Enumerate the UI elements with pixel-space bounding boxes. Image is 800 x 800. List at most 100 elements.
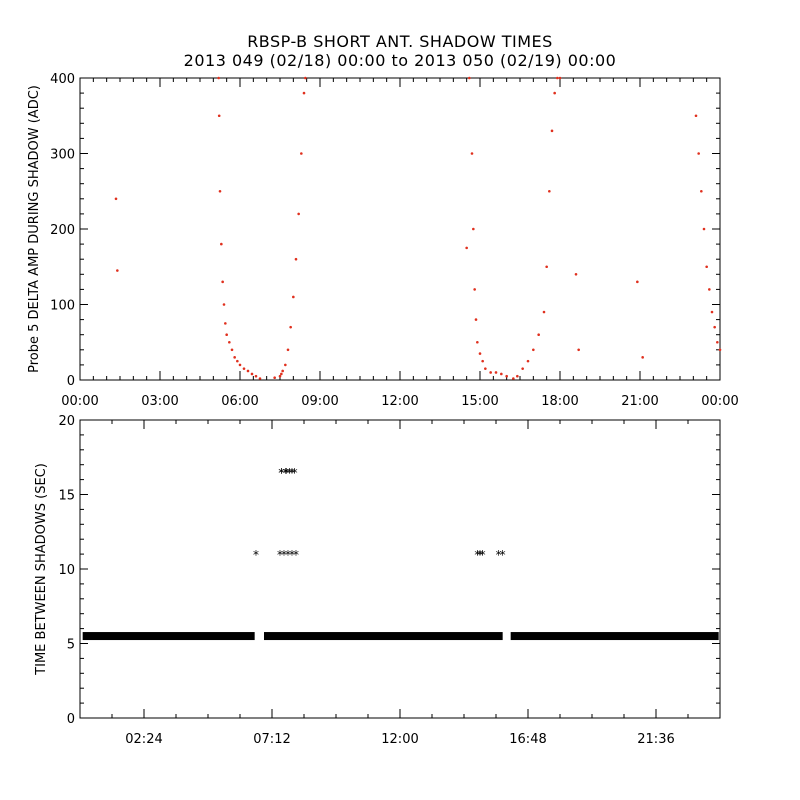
y-tick-label: 100 — [50, 299, 75, 314]
y-tick-label: 300 — [50, 148, 75, 163]
plot-frame — [79, 77, 721, 381]
data-point — [697, 152, 700, 155]
data-point — [716, 340, 719, 344]
data-point — [494, 371, 498, 374]
chart-subtitle: 2013 049 (02/18) 00:00 to 2013 050 (02/1… — [183, 51, 617, 70]
data-point: * — [284, 548, 291, 562]
data-point — [545, 265, 548, 269]
data-point — [468, 76, 471, 80]
y-tick-label: 400 — [50, 72, 75, 87]
data-point: * — [479, 548, 486, 562]
data-point: * — [286, 466, 293, 480]
data-point — [478, 352, 482, 355]
data-point — [230, 348, 234, 352]
data-point — [550, 129, 554, 133]
data-point — [636, 280, 639, 284]
data-point — [700, 189, 703, 193]
data-point — [713, 325, 716, 329]
chart-title: RBSP-B SHORT ANT. SHADOW TIMES — [247, 32, 553, 51]
data-point — [289, 325, 292, 329]
data-point — [484, 367, 487, 370]
data-point: * — [252, 548, 259, 562]
data-point — [718, 348, 722, 352]
data-point — [512, 377, 515, 380]
y-tick-label: 5 — [67, 638, 75, 653]
data-point — [233, 356, 236, 359]
data-point — [526, 359, 530, 363]
data-point — [302, 91, 306, 95]
data-point — [705, 265, 708, 269]
data-point — [710, 310, 714, 314]
data-point — [470, 152, 474, 155]
data-point — [304, 76, 307, 80]
x-tick-label: 16:48 — [509, 732, 546, 747]
x-tick-label: 06:00 — [221, 394, 258, 409]
x-tick-label: 09:00 — [301, 394, 338, 409]
x-tick-label: 02:24 — [125, 732, 162, 747]
data-point: * — [280, 548, 287, 562]
data-point — [280, 372, 283, 376]
data-point — [708, 288, 711, 291]
y-tick-label: 15 — [58, 489, 75, 504]
x-tick-label: 12:00 — [381, 732, 418, 747]
x-tick-label: 00:00 — [701, 394, 738, 409]
y-axis-label: TIME BETWEEN SHADOWS (SEC) — [34, 463, 49, 676]
data-point — [228, 340, 231, 344]
data-point — [558, 76, 562, 80]
data-point — [481, 359, 484, 363]
x-tick-label: 03:00 — [141, 394, 178, 409]
data-point — [500, 372, 503, 376]
data-point: * — [278, 466, 285, 480]
x-tick-label: 18:00 — [541, 394, 578, 409]
data-point — [553, 91, 556, 95]
y-tick-label: 10 — [58, 563, 75, 578]
data-point — [694, 114, 698, 118]
data-point — [250, 372, 254, 376]
data-point — [300, 152, 303, 155]
data-point — [297, 212, 300, 216]
data-point — [238, 363, 242, 367]
bottom-panel: 0 5 10 15 20 02:24 07:12 12:00 16:48 21:36 TIME BE… — [34, 414, 721, 747]
data-point — [556, 76, 559, 80]
data-point — [465, 246, 468, 250]
data-point — [217, 76, 220, 80]
data-point: * — [474, 548, 481, 562]
data-point — [505, 374, 508, 378]
top-panel: 0 100 200 300 400 00:00 03:00 06:00 09:00 12:00 15… — [27, 72, 739, 409]
data-point — [472, 227, 475, 231]
data-point — [284, 363, 287, 367]
data-point: * — [291, 466, 298, 480]
data-point — [254, 374, 258, 378]
data-point — [473, 288, 476, 291]
data-point — [542, 310, 546, 314]
y-tick-label: 0 — [67, 712, 75, 727]
data-point — [641, 356, 644, 359]
data-point — [292, 295, 295, 299]
data-point — [489, 371, 492, 374]
baseline-asterisk-band — [82, 632, 255, 641]
data-point: * — [288, 466, 295, 480]
data-point: * — [278, 466, 285, 480]
data-point — [224, 322, 227, 325]
data-point — [236, 359, 239, 363]
data-point: * — [282, 466, 289, 480]
data-point — [474, 318, 478, 321]
data-point — [574, 273, 578, 276]
data-point — [702, 227, 706, 231]
y-tick-label: 20 — [58, 414, 75, 429]
data-point: * — [476, 548, 483, 562]
data-point — [278, 374, 282, 378]
data-point: * — [283, 466, 290, 480]
data-point — [273, 376, 276, 380]
baseline-asterisk-band — [264, 632, 503, 641]
data-point — [116, 269, 119, 272]
x-tick-label: 21:36 — [637, 732, 674, 747]
data-point: * — [292, 548, 299, 562]
data-point — [218, 189, 222, 193]
data-point — [516, 374, 519, 378]
x-tick-label: 15:00 — [461, 394, 498, 409]
x-tick-label: 00:00 — [61, 394, 98, 409]
data-point — [294, 257, 298, 261]
data-point: * — [288, 548, 295, 562]
data-point — [225, 333, 228, 337]
